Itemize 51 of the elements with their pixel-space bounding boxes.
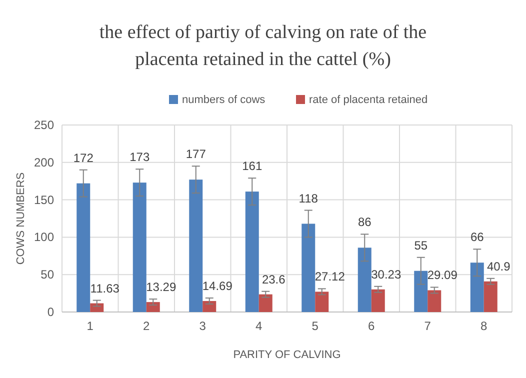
data-label: 177: [186, 147, 206, 162]
x-tick-label: 2: [143, 319, 150, 333]
data-label: 86: [358, 215, 372, 230]
x-tick-label: 8: [480, 319, 488, 333]
x-axis-title: PARITY OF CALVING: [233, 349, 341, 361]
x-tick-label: 5: [312, 319, 319, 333]
x-tick-label: 4: [256, 319, 263, 333]
y-tick-label: 200: [34, 155, 54, 170]
bar: [484, 281, 498, 312]
data-label: 40.9: [486, 259, 511, 274]
y-tick-label: 50: [40, 268, 54, 282]
bar: [358, 248, 372, 312]
bar: [315, 292, 329, 312]
data-label: 14.69: [202, 279, 233, 294]
y-tick-label: 100: [34, 230, 54, 244]
x-tick-label: 1: [86, 319, 94, 333]
data-label: 11.63: [90, 281, 120, 296]
x-tick-label: 6: [368, 319, 376, 333]
bar: [414, 270, 428, 312]
data-label: 66: [470, 230, 484, 244]
data-label: 173: [130, 150, 150, 164]
data-label: 27.12: [314, 270, 346, 284]
bar: [245, 192, 259, 312]
bar: [132, 182, 146, 312]
bar: [189, 180, 203, 312]
bar: [90, 303, 104, 312]
bar: [76, 183, 90, 312]
data-label: 118: [298, 191, 318, 206]
data-label: 161: [242, 159, 262, 174]
bar: [202, 301, 216, 312]
y-tick-label: 250: [34, 118, 54, 132]
x-tick-label: 3: [199, 319, 206, 333]
data-label: 55: [414, 238, 428, 252]
data-label: 172: [73, 150, 94, 165]
bar: [258, 294, 272, 312]
data-label: 13.29: [146, 280, 176, 294]
chart-title: the effect of partiy of calving on rate of the placenta retained in the cattel (%): [99, 22, 427, 70]
bar: [146, 302, 160, 312]
data-label: 23.6: [262, 272, 286, 286]
y-tick-label: 150: [34, 192, 54, 207]
data-label: 30.23: [371, 267, 402, 282]
bar: [470, 262, 484, 312]
bar: [428, 290, 442, 312]
bar: [302, 224, 316, 312]
legend-label: rate of placenta retained: [309, 94, 428, 106]
data-label: 29.09: [427, 268, 458, 282]
y-tick-label: 0: [47, 305, 54, 319]
x-tick-label: 7: [424, 319, 432, 333]
y-axis-title: COWS NUMBERS: [15, 172, 27, 265]
bar: [371, 289, 385, 312]
legend-label: numbers of cows: [182, 94, 266, 106]
